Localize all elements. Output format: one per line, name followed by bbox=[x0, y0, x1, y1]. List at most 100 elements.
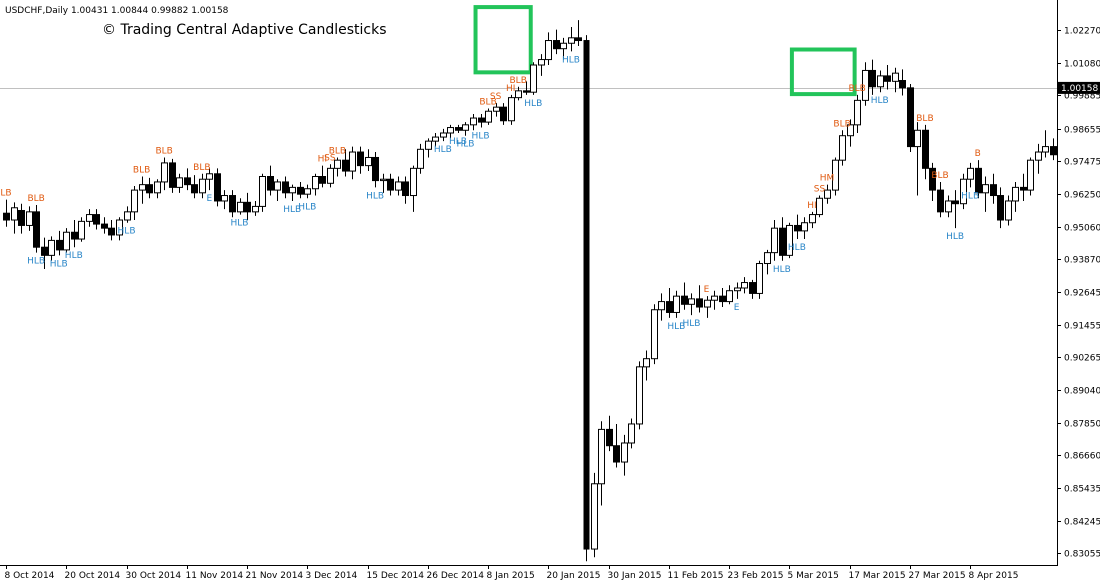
y-ticks: 1.02270 1.01080 0.99885 0.98655 0.97475 0.962… bbox=[1057, 27, 1100, 560]
candle-body-bull bbox=[508, 97, 515, 122]
pattern-label: BLB bbox=[916, 114, 933, 124]
candle-body-bear bbox=[402, 181, 409, 197]
candle-body-bull bbox=[176, 177, 183, 188]
candle-body-bull bbox=[801, 222, 808, 232]
annotation-layer: LB BLB HLB HLB HLB HLB BLB BLB BLB E HLB HLB HLB HI SS… bbox=[0, 55, 980, 331]
candle-body-bull bbox=[1035, 151, 1042, 161]
pattern-label: HI bbox=[506, 84, 515, 94]
pattern-label: BLB bbox=[193, 163, 210, 173]
candle-body-bull bbox=[771, 227, 778, 254]
candle-body-bull bbox=[462, 124, 469, 131]
pattern-label: HLB bbox=[283, 205, 301, 215]
pattern-label: BLB bbox=[155, 146, 172, 156]
candle bbox=[583, 35, 590, 562]
highlight-layer bbox=[473, 5, 857, 97]
candle-body-bull bbox=[432, 136, 439, 142]
pattern-label: BLB bbox=[479, 98, 496, 108]
y-tick-label: 0.96250 bbox=[1064, 191, 1100, 201]
y-tick-label: 0.92645 bbox=[1064, 289, 1100, 299]
candle-body-bull bbox=[945, 200, 952, 213]
candle bbox=[681, 282, 688, 310]
candle bbox=[184, 168, 191, 191]
candle-body-bull bbox=[493, 106, 500, 112]
pattern-label: HLB bbox=[524, 99, 542, 109]
candle-body-bull bbox=[824, 189, 831, 199]
candle-body-bull bbox=[688, 298, 695, 305]
candle bbox=[560, 37, 567, 60]
candle-body-bull bbox=[726, 290, 733, 303]
candle-body-bull bbox=[711, 295, 718, 301]
candle bbox=[139, 176, 146, 204]
candle-body-bull bbox=[591, 483, 598, 550]
candle-body-bear bbox=[214, 173, 221, 202]
candle-body-bear bbox=[244, 201, 251, 213]
candle bbox=[18, 203, 25, 234]
y-tick-label: 0.97475 bbox=[1064, 158, 1100, 168]
candle bbox=[711, 290, 718, 310]
candle bbox=[462, 122, 469, 136]
candle-body-bull bbox=[237, 201, 244, 213]
y-tick-label: 0.84245 bbox=[1064, 518, 1100, 528]
candle bbox=[78, 217, 85, 242]
x-tick-label: 23 Feb 2015 bbox=[728, 571, 784, 581]
pattern-label: HLB bbox=[773, 265, 791, 275]
candle-body-bull bbox=[673, 295, 680, 313]
candle bbox=[244, 192, 251, 221]
candle-body-bull bbox=[658, 301, 665, 311]
pattern-label: HI bbox=[318, 155, 327, 165]
candle-body-bull bbox=[1005, 200, 1012, 221]
candle-body-bear bbox=[794, 224, 801, 232]
candle-body-bull bbox=[199, 178, 206, 194]
candle-body-bull bbox=[86, 214, 93, 222]
pattern-label: E bbox=[734, 303, 740, 313]
candle bbox=[410, 165, 417, 212]
candle-body-bull bbox=[877, 75, 884, 88]
candle bbox=[485, 108, 492, 125]
candle-body-bull bbox=[380, 178, 387, 182]
candle-body-bull bbox=[704, 299, 711, 308]
candle-body-bull bbox=[440, 132, 447, 138]
pattern-label: B bbox=[975, 149, 981, 159]
candle-body-bull bbox=[967, 167, 974, 180]
candle bbox=[945, 195, 952, 218]
pattern-label: BLB bbox=[510, 76, 527, 86]
candle-body-bear bbox=[719, 295, 726, 303]
candle-body-bull bbox=[538, 59, 545, 66]
pattern-label: HLB bbox=[456, 140, 474, 150]
candle-body-bull bbox=[530, 64, 537, 93]
candle bbox=[922, 124, 929, 180]
pattern-label: HLB bbox=[788, 243, 806, 253]
pattern-label: HLB bbox=[961, 191, 979, 201]
candle bbox=[1005, 195, 1012, 226]
candle bbox=[832, 157, 839, 196]
candle-body-bear bbox=[101, 223, 108, 229]
pattern-label: SS bbox=[814, 185, 826, 195]
candle-body-bull bbox=[410, 167, 417, 197]
candle-body-bear bbox=[997, 195, 1004, 221]
candle bbox=[854, 94, 861, 133]
candle-body-bear bbox=[681, 295, 688, 305]
candle-body-bear bbox=[583, 40, 590, 550]
pattern-label: E bbox=[207, 194, 213, 204]
candle bbox=[575, 20, 582, 46]
candle bbox=[470, 113, 477, 131]
last-price-box bbox=[1058, 81, 1100, 94]
candle-body-bear bbox=[749, 282, 756, 294]
pattern-label: LB bbox=[0, 189, 11, 199]
candle bbox=[1027, 157, 1034, 196]
candle bbox=[719, 287, 726, 308]
candle bbox=[794, 214, 801, 240]
y-tick-label: 0.99885 bbox=[1064, 92, 1100, 102]
x-tick-label: 11 Nov 2014 bbox=[186, 571, 244, 581]
candle-body-bull bbox=[545, 40, 552, 61]
pattern-label: BLB bbox=[27, 194, 44, 204]
candle bbox=[696, 285, 703, 313]
candle bbox=[169, 158, 176, 193]
candle-body-bear bbox=[606, 428, 613, 447]
candle bbox=[357, 146, 364, 174]
candle-body-bull bbox=[847, 124, 854, 137]
candle bbox=[553, 29, 560, 55]
candle-body-bear bbox=[696, 298, 703, 308]
pattern-label: HLB bbox=[562, 55, 580, 65]
